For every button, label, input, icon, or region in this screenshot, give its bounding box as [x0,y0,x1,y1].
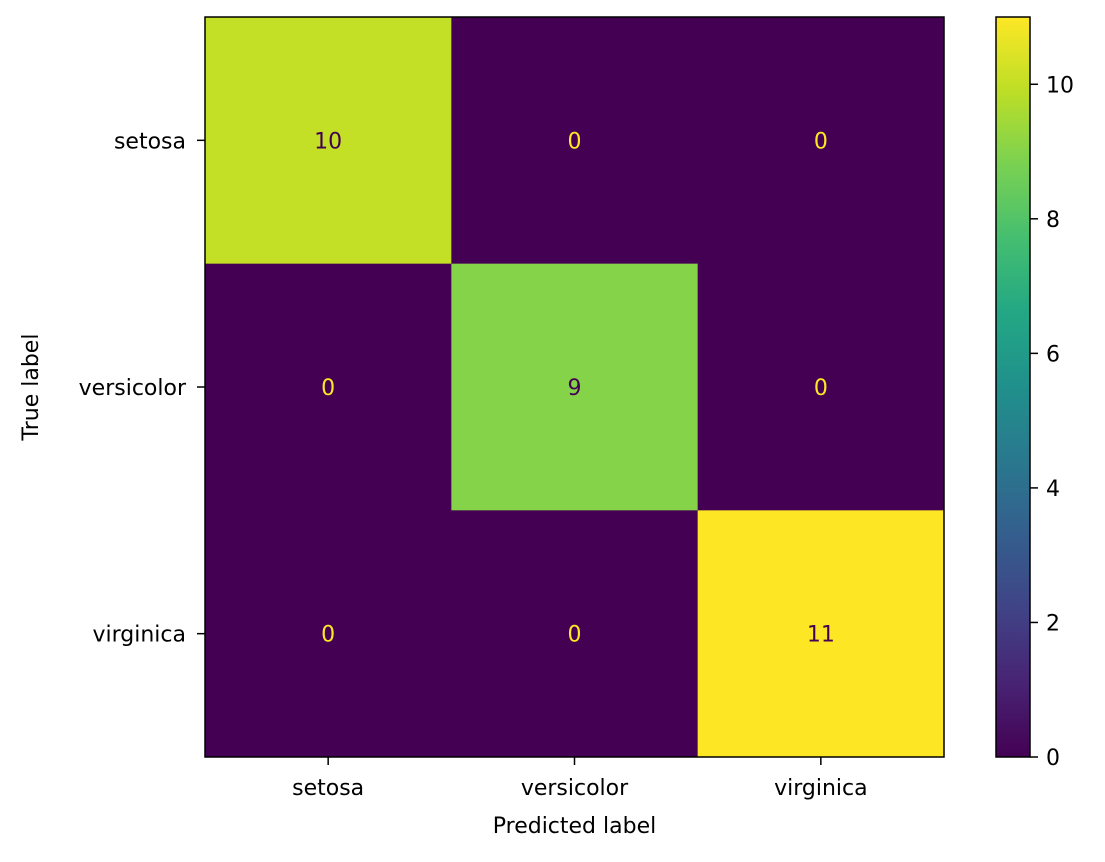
colorbar-tick-label-0: 0 [1046,746,1060,771]
colorbar-rect [995,16,1031,758]
colorbar: 0 2 4 6 8 10 [995,16,1074,771]
cell-virginica-virginica [697,510,945,758]
cell-label-setosa-versicolor: 0 [568,129,582,154]
cells-layer [205,17,945,758]
y-tick-label-setosa: setosa [114,129,186,154]
y-tick-label-virginica: virginica [93,623,187,648]
cell-versicolor-setosa [205,263,452,511]
colorbar-tick-label-6: 6 [1046,342,1060,367]
colorbar-tick-label-2: 2 [1046,611,1060,636]
cell-label-virginica-versicolor: 0 [568,623,582,648]
cell-setosa-virginica [697,17,945,265]
x-axis: setosa versicolor virginica [292,757,868,801]
cell-label-setosa-virginica: 0 [814,129,828,154]
x-tick-label-versicolor: versicolor [521,776,629,801]
colorbar-tick-label-8: 8 [1046,208,1060,233]
cell-label-versicolor-setosa: 0 [321,376,335,401]
colorbar-tick-label-10: 10 [1046,73,1074,98]
cell-label-versicolor-virginica: 0 [814,376,828,401]
cell-setosa-versicolor [451,17,699,265]
cell-label-virginica-setosa: 0 [321,623,335,648]
cell-label-setosa-setosa: 10 [314,129,342,154]
cell-versicolor-versicolor [451,263,699,511]
x-axis-label: Predicted label [493,814,656,839]
y-axis: setosa versicolor virginica [79,129,205,648]
cell-label-versicolor-versicolor: 9 [568,376,582,401]
y-axis-label: True label [19,334,44,442]
cell-virginica-setosa [205,510,452,758]
cell-setosa-setosa [205,17,452,265]
cell-versicolor-virginica [697,263,945,511]
y-tick-label-versicolor: versicolor [79,376,187,401]
x-tick-label-virginica: virginica [774,776,868,801]
colorbar-tick-label-4: 4 [1046,477,1060,502]
x-tick-label-setosa: setosa [292,776,364,801]
cell-labels-layer: 10 0 0 0 9 0 0 0 11 [314,129,835,647]
cell-label-virginica-virginica: 11 [807,623,835,648]
cell-virginica-versicolor [451,510,699,758]
